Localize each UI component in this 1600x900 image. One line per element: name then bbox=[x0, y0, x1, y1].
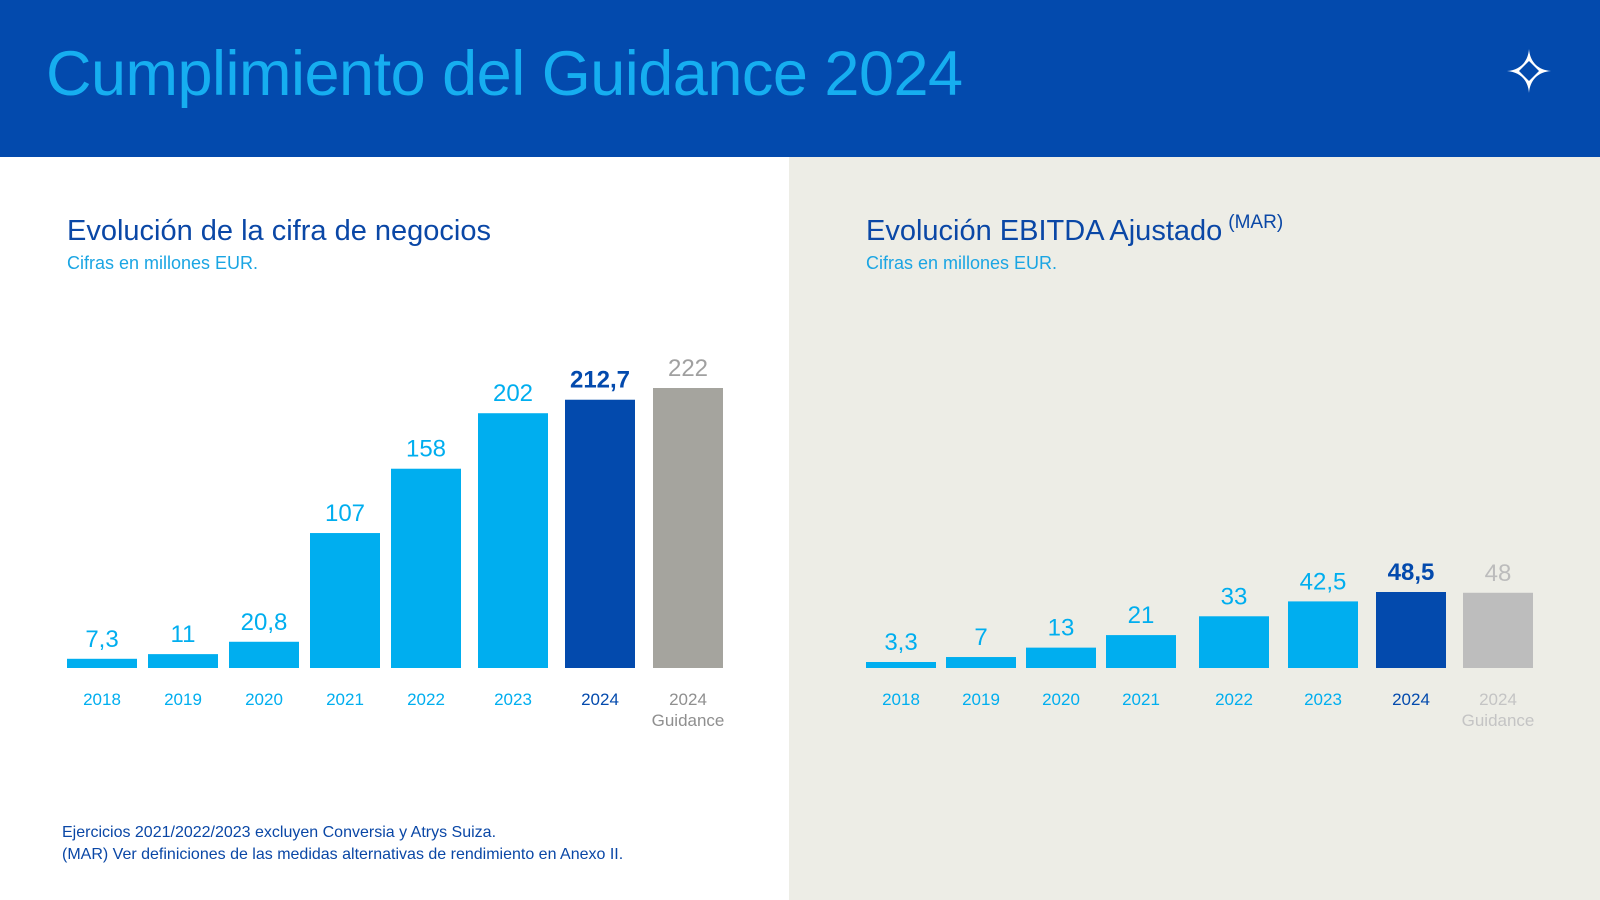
revenue-category-label-7: 2024 Guidance bbox=[652, 690, 725, 730]
revenue-data-label-4: 158 bbox=[406, 436, 446, 463]
revenue-category-label-2: 2020 bbox=[245, 690, 283, 709]
revenue-bar-5 bbox=[478, 413, 548, 668]
ebitda-bar-4 bbox=[1199, 616, 1269, 668]
ebitda-chart-subtitle: Cifras en millones EUR. bbox=[866, 253, 1058, 273]
revenue-category-label-6: 2024 bbox=[581, 690, 619, 709]
ebitda-data-label-0: 3,3 bbox=[884, 629, 917, 656]
footnote-2: (MAR) Ver definiciones de las medidas al… bbox=[62, 846, 624, 863]
revenue-chart-title: Evolución de la cifra de negocios bbox=[67, 215, 491, 247]
page-title: Cumplimiento del Guidance 2024 bbox=[46, 39, 963, 109]
ebitda-chart-title-text: Evolución EBITDA Ajustado bbox=[866, 215, 1223, 247]
ebitda-bar-6 bbox=[1376, 592, 1446, 668]
ebitda-chart-title: Evolución EBITDA Ajustado (MAR) bbox=[866, 212, 1284, 248]
ebitda-bar-2 bbox=[1026, 647, 1096, 668]
footnote-1: Ejercicios 2021/2022/2023 excluyen Conve… bbox=[62, 824, 497, 841]
ebitda-category-label-3: 2021 bbox=[1122, 690, 1160, 709]
revenue-data-label-0: 7,3 bbox=[85, 626, 118, 653]
revenue-bar-0 bbox=[67, 658, 137, 668]
revenue-category-label-5: 2023 bbox=[494, 690, 532, 709]
star-diamond-logo-icon bbox=[1507, 49, 1551, 93]
revenue-bar-7 bbox=[653, 388, 723, 668]
ebitda-category-label-6: 2024 bbox=[1392, 690, 1430, 709]
ebitda-data-label-6: 48,5 bbox=[1388, 559, 1435, 586]
ebitda-bar-0 bbox=[866, 662, 936, 668]
revenue-data-label-3: 107 bbox=[325, 500, 365, 527]
revenue-bar-3 bbox=[310, 533, 380, 668]
revenue-data-label-5: 202 bbox=[493, 380, 533, 407]
ebitda-data-label-1: 7 bbox=[974, 624, 987, 651]
ebitda-data-label-5: 42,5 bbox=[1300, 568, 1347, 595]
revenue-bar-1 bbox=[148, 654, 218, 668]
ebitda-bar-5 bbox=[1288, 601, 1358, 668]
ebitda-category-label-5: 2023 bbox=[1304, 690, 1342, 709]
revenue-category-label-0: 2018 bbox=[83, 690, 121, 709]
revenue-data-label-1: 11 bbox=[171, 621, 196, 648]
ebitda-data-label-2: 13 bbox=[1048, 615, 1075, 642]
revenue-category-label-4: 2022 bbox=[407, 690, 445, 709]
ebitda-category-label-4: 2022 bbox=[1215, 690, 1253, 709]
ebitda-chart-title-superscript: (MAR) bbox=[1228, 212, 1284, 233]
ebitda-bar-7 bbox=[1463, 592, 1533, 668]
right-panel bbox=[789, 157, 1600, 900]
ebitda-data-label-3: 21 bbox=[1128, 602, 1155, 629]
ebitda-category-label-1: 2019 bbox=[962, 690, 1000, 709]
ebitda-bar-3 bbox=[1106, 635, 1176, 668]
ebitda-category-label-2: 2020 bbox=[1042, 690, 1080, 709]
revenue-chart-subtitle: Cifras en millones EUR. bbox=[67, 253, 259, 273]
ebitda-data-label-4: 33 bbox=[1221, 583, 1248, 610]
ebitda-category-label-7: 2024 Guidance bbox=[1462, 690, 1535, 730]
revenue-data-label-6: 212,7 bbox=[570, 367, 630, 394]
ebitda-data-label-7: 48 bbox=[1485, 560, 1512, 587]
revenue-category-label-1: 2019 bbox=[164, 690, 202, 709]
revenue-data-label-7: 222 bbox=[668, 355, 708, 382]
revenue-data-label-2: 20,8 bbox=[241, 609, 288, 636]
revenue-bar-6 bbox=[565, 399, 635, 668]
revenue-bar-4 bbox=[391, 468, 461, 668]
revenue-bar-2 bbox=[229, 641, 299, 668]
revenue-category-label-3: 2021 bbox=[326, 690, 364, 709]
ebitda-bar-1 bbox=[946, 657, 1016, 668]
header-bar: Cumplimiento del Guidance 2024 bbox=[0, 0, 1600, 157]
ebitda-category-label-0: 2018 bbox=[882, 690, 920, 709]
